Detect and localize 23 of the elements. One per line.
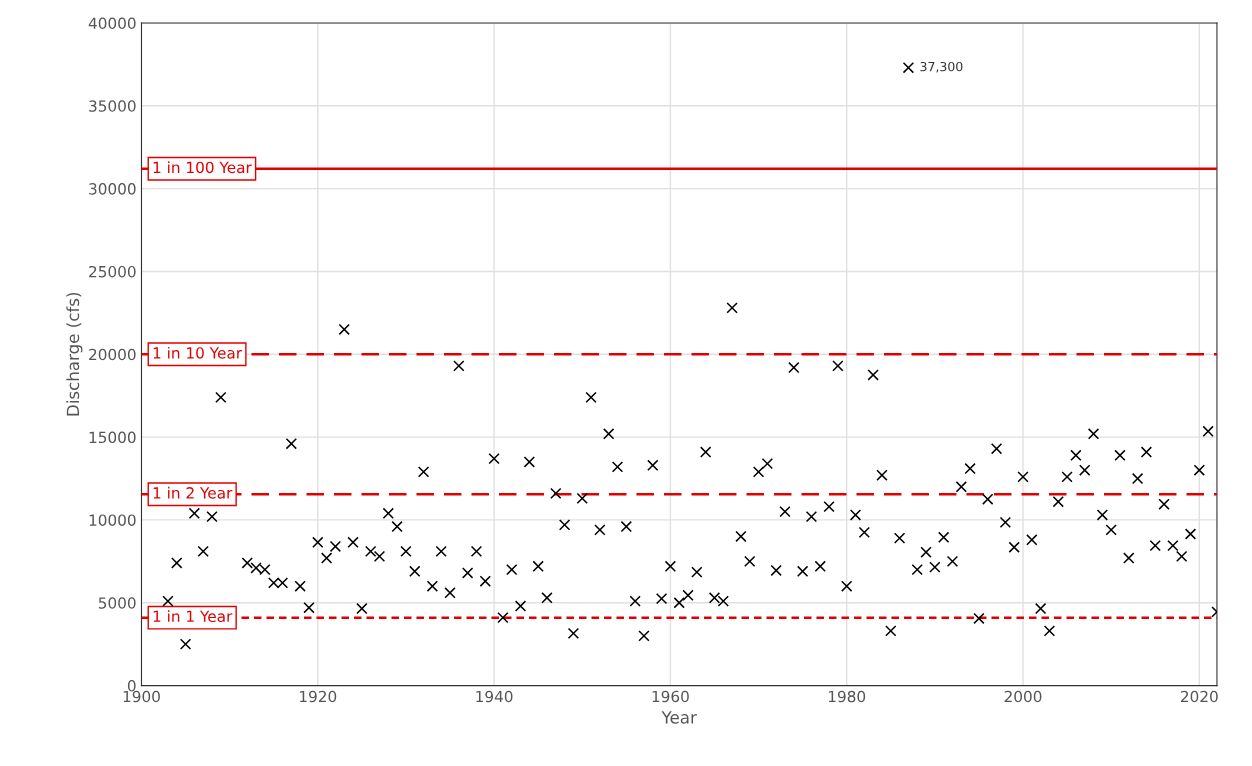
y-tick-label: 30000 [89, 183, 136, 195]
x-tick-label: 1940 [476, 690, 513, 703]
y-tick-label: 0 [127, 680, 136, 692]
y-tick-label: 15000 [89, 431, 136, 444]
x-tick-label: 2020 [1180, 690, 1218, 703]
ref-line-label: 1 in 2 Year [153, 486, 233, 499]
ref-line-label: 1 in 10 Year [153, 346, 243, 359]
y-axis-title: Discharge (cfs) [66, 292, 83, 416]
y-tick-label: 40000 [88, 17, 136, 29]
y-tick-label: 25000 [89, 265, 136, 278]
ref-line-label: 1 in 100 Year [153, 161, 252, 174]
x-tick-label: 1900 [123, 690, 160, 703]
x-tick-label: 1920 [300, 690, 337, 703]
y-tick-label: 10000 [89, 514, 136, 526]
y-tick-label: 20000 [89, 348, 136, 361]
y-tick-label: 5000 [98, 597, 136, 609]
annotation: 37,300 [920, 61, 963, 73]
ref-line-label: 1 in 1 Year [153, 610, 233, 623]
x-axis-title: Year [661, 711, 697, 724]
x-tick-label: 2000 [1004, 690, 1042, 703]
x-tick-label: 1980 [828, 690, 866, 703]
y-tick-label: 35000 [89, 100, 136, 112]
x-tick-label: 1960 [652, 690, 689, 703]
